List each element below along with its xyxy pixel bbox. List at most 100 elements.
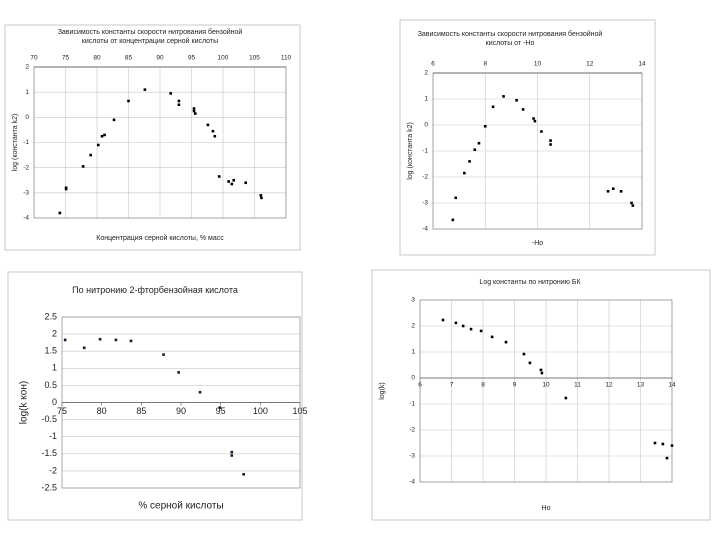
data-point <box>540 371 544 375</box>
y-axis-label: log (константа k2) <box>12 114 19 172</box>
x-tick-label: 12 <box>605 382 613 389</box>
data-point <box>192 107 196 110</box>
x-tick-label: 80 <box>97 406 107 416</box>
data-point <box>177 371 180 374</box>
y-tick-label: -3 <box>422 200 428 207</box>
data-point <box>491 105 495 109</box>
data-point <box>653 441 657 445</box>
x-tick-label: 85 <box>125 55 133 62</box>
data-point <box>211 129 215 133</box>
y-tick-label: 0 <box>25 114 29 121</box>
data-point <box>665 456 669 460</box>
data-point <box>96 143 100 147</box>
y-tick-label: 0 <box>411 375 415 382</box>
data-point <box>502 95 505 98</box>
y-tick-label: -2 <box>49 465 57 475</box>
data-point <box>177 103 181 107</box>
data-point <box>532 117 535 120</box>
data-point <box>162 353 165 356</box>
panel <box>399 19 656 256</box>
data-point <box>463 171 466 175</box>
data-point <box>213 134 217 138</box>
panel <box>371 269 711 521</box>
data-point <box>98 337 102 341</box>
y-tick-label: 1 <box>25 89 29 96</box>
data-point <box>564 396 568 400</box>
data-point <box>483 125 487 128</box>
y-tick-label: -3 <box>23 190 29 197</box>
data-point <box>103 133 106 137</box>
y-tick-label: 1.5 <box>44 346 57 356</box>
data-point <box>461 324 465 328</box>
data-point <box>169 92 173 95</box>
y-tick-label: 0 <box>424 122 428 129</box>
data-point <box>661 442 665 446</box>
x-axis-label: Ho <box>542 505 551 512</box>
y-axis-label: log(k кон) <box>19 381 30 424</box>
y-axis-label: log(k) <box>379 382 386 400</box>
data-point <box>490 335 494 339</box>
data-point <box>611 187 615 190</box>
data-point <box>619 190 623 193</box>
data-point <box>539 368 543 372</box>
x-tick-label: 10 <box>542 382 550 389</box>
x-tick-label: 9 <box>513 382 517 389</box>
x-axis-label: % серной кислоты <box>138 501 223 512</box>
y-tick-label: 1 <box>411 349 415 356</box>
x-tick-label: 90 <box>176 406 186 416</box>
data-point <box>230 182 234 186</box>
data-point <box>81 165 85 168</box>
y-tick-label: -2 <box>409 427 415 434</box>
y-tick-label: 0 <box>52 397 57 407</box>
x-tick-label: 75 <box>62 55 70 62</box>
data-point <box>441 318 445 322</box>
y-tick-label: -2 <box>23 164 29 171</box>
data-point <box>260 196 263 200</box>
data-point <box>468 160 471 163</box>
y-tick-label: -3 <box>409 453 415 460</box>
data-point <box>143 88 147 91</box>
y-tick-label: 2 <box>411 323 415 330</box>
x-tick-label: 13 <box>637 382 645 389</box>
y-tick-label: -1 <box>409 401 415 408</box>
data-point <box>227 180 230 183</box>
data-point <box>58 211 62 215</box>
data-point <box>100 134 104 138</box>
data-point <box>549 143 552 146</box>
x-tick-label: 110 <box>281 55 292 62</box>
x-axis-label: Концентрация серной кислоты, % масс <box>96 234 224 242</box>
data-point <box>473 148 477 151</box>
data-point <box>515 99 518 102</box>
y-tick-label: -1 <box>49 431 57 441</box>
data-point <box>232 178 236 182</box>
data-point <box>112 118 116 122</box>
x-tick-label: 8 <box>481 382 485 389</box>
data-point <box>192 109 196 113</box>
data-point <box>193 112 197 115</box>
y-tick-label: 2.5 <box>44 311 57 321</box>
data-point <box>540 130 543 133</box>
x-tick-label: 70 <box>30 55 38 62</box>
y-tick-label: 2 <box>424 70 428 77</box>
chart-title: По нитронию 2-фторбензойная кислота <box>72 285 238 295</box>
data-point <box>631 204 635 207</box>
data-point <box>206 123 210 127</box>
data-point <box>528 361 532 365</box>
y-tick-label: -4 <box>23 215 29 222</box>
y-tick-label: -1 <box>422 148 428 155</box>
x-tick-label: 8 <box>483 61 487 68</box>
data-point <box>230 454 234 457</box>
data-point <box>89 153 92 157</box>
data-point <box>479 329 483 333</box>
data-point <box>244 181 247 185</box>
data-point <box>630 201 633 205</box>
data-point <box>469 327 473 331</box>
plot-frame <box>419 299 673 483</box>
x-tick-label: 85 <box>136 406 146 416</box>
x-tick-label: 14 <box>638 61 646 68</box>
data-point <box>533 119 537 123</box>
y-tick-label: -4 <box>422 226 428 233</box>
x-axis-label: -Ho <box>532 240 543 247</box>
x-tick-label: 105 <box>249 55 260 62</box>
